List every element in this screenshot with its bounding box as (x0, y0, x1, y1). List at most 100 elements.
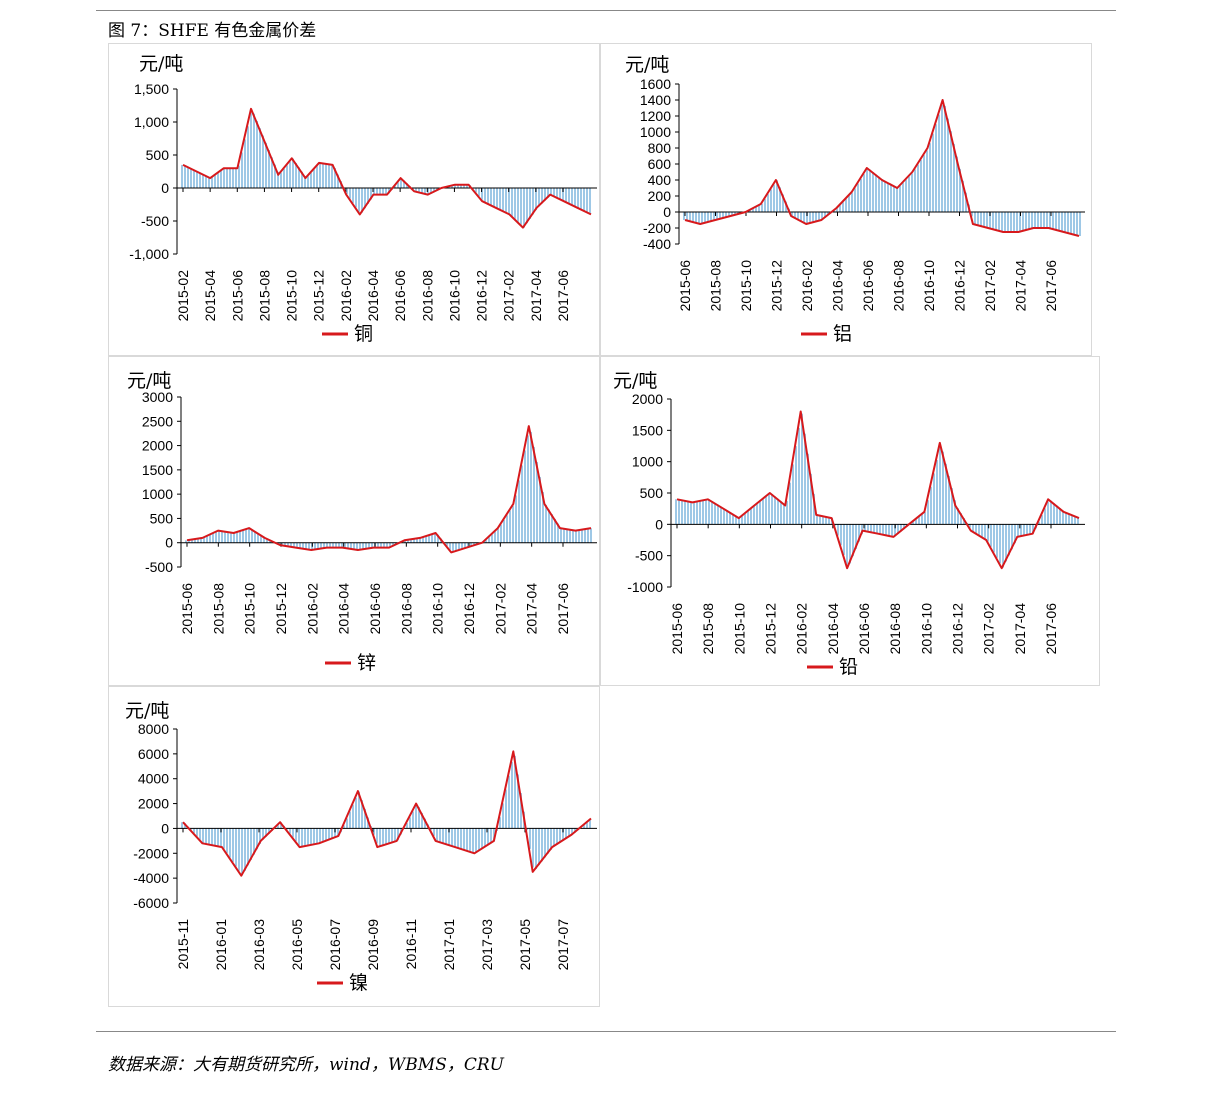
spread-bar (858, 524, 860, 542)
spread-bar (818, 212, 820, 221)
spread-bar (1064, 212, 1066, 233)
x-tick-label: 2017-06 (555, 270, 571, 322)
spread-bar (317, 542, 319, 550)
spread-bar (888, 524, 890, 536)
spread-bar (316, 828, 318, 844)
spread-bar (299, 542, 301, 549)
spread-bar (341, 542, 343, 548)
spread-bar (1004, 212, 1006, 232)
spread-bar (1007, 212, 1009, 232)
spread-bar (530, 431, 532, 543)
spread-bar (933, 473, 935, 525)
spread-bar (223, 168, 225, 188)
spread-bar (975, 524, 977, 534)
spread-bar (556, 188, 558, 198)
y-tick-label: 3000 (142, 389, 173, 405)
spread-bar (941, 105, 943, 212)
series-line (186, 425, 592, 554)
spread-bar (764, 198, 766, 212)
spread-bar (1034, 212, 1036, 228)
spread-bar (517, 188, 519, 222)
spread-bar (224, 531, 226, 543)
spread-bar (220, 170, 222, 188)
spread-bar (792, 464, 794, 525)
spread-bar (316, 166, 318, 188)
spread-bar (866, 169, 868, 212)
spread-bar (199, 828, 201, 840)
spread-bar (193, 828, 195, 834)
spread-bar (226, 168, 228, 188)
spread-bar (379, 188, 381, 195)
spread-bar (253, 113, 255, 188)
spread-bar (551, 514, 553, 543)
spread-bar (777, 498, 779, 525)
spread-bar (323, 542, 325, 549)
spread-bar (302, 542, 304, 549)
spread-bar (280, 172, 282, 188)
x-tick-label: 2016-07 (327, 919, 343, 971)
spread-bar (236, 532, 238, 543)
spread-bar (301, 828, 303, 847)
spread-bar (371, 542, 373, 548)
spread-bar (361, 800, 363, 829)
spread-bar (819, 515, 821, 525)
spread-bar (774, 496, 776, 525)
spread-bar (563, 528, 565, 543)
spread-bar (1046, 212, 1048, 228)
y-tick-label: 1,000 (134, 114, 169, 130)
spread-bar (702, 500, 704, 525)
spread-bar (227, 531, 229, 543)
spread-bar (404, 540, 406, 543)
spread-bar (301, 171, 303, 188)
spread-bar (290, 542, 292, 547)
spread-bar (577, 188, 579, 208)
spread-bar (460, 184, 462, 188)
spread-bar (1068, 513, 1070, 525)
spread-bar (981, 524, 983, 537)
spread-bar (900, 524, 902, 532)
spread-bar (560, 528, 562, 543)
x-tick-label: 2016-09 (365, 919, 381, 971)
spread-bar (977, 212, 979, 226)
x-tick-label: 2016-02 (799, 260, 815, 312)
top-rule (96, 10, 1116, 11)
y-tick-label: 500 (150, 510, 174, 526)
spread-bar (893, 185, 895, 212)
x-tick-label: 2017-06 (1043, 260, 1059, 312)
spread-bar (278, 542, 280, 545)
spread-bar (493, 828, 495, 842)
x-tick-label: 2017-06 (1043, 603, 1059, 655)
spread-bar (816, 513, 818, 525)
spread-bar (392, 542, 394, 547)
y-tick-label: 1000 (632, 454, 663, 470)
spread-bar (194, 539, 196, 543)
y-tick-label: 1600 (640, 76, 671, 92)
x-tick-label: 2015-12 (311, 270, 327, 322)
spread-bar (768, 494, 770, 525)
series-line (676, 410, 1080, 570)
spread-bar (526, 828, 528, 831)
spread-bar (776, 180, 778, 212)
spread-bar (710, 212, 712, 222)
spread-bar (535, 188, 537, 211)
spread-bar (1076, 212, 1078, 236)
spread-bar (875, 174, 877, 212)
spread-bar (502, 803, 504, 829)
spread-bar (891, 524, 893, 537)
spread-bar (232, 828, 234, 862)
x-tick-label: 2016-05 (289, 919, 305, 971)
spread-bar (704, 212, 706, 223)
spread-bar (1016, 212, 1018, 232)
spread-bar (930, 486, 932, 525)
spread-bar (433, 828, 435, 836)
spread-bar (550, 828, 552, 850)
spread-bar (211, 828, 213, 845)
spread-bar (548, 509, 550, 543)
spread-bar (734, 212, 736, 216)
spread-bar (902, 182, 904, 212)
x-tick-label: 2017-02 (981, 603, 997, 655)
y-tick-label: 4000 (138, 771, 169, 787)
spread-bar (322, 163, 324, 188)
spread-bar (797, 212, 799, 220)
